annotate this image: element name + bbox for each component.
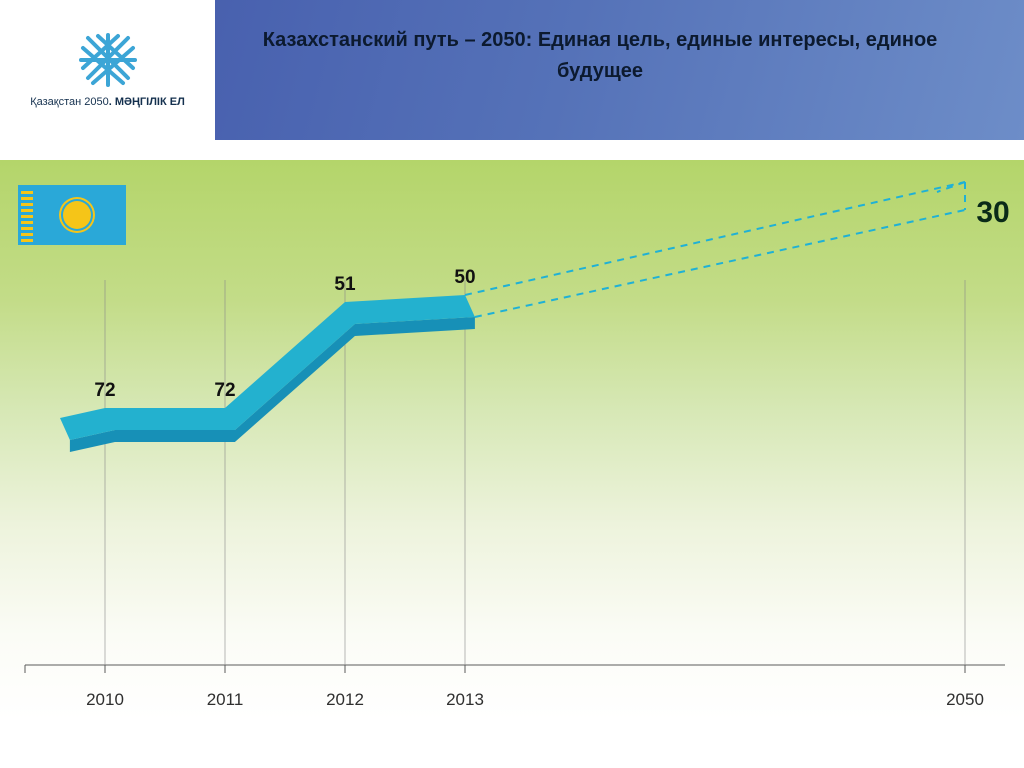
data-point-label: 51 [334,274,355,296]
slide: Қазақстан 2050. МӘҢГІЛІК ЕЛ Казахстански… [0,0,1024,768]
x-axis-label: 2012 [326,690,364,710]
data-point-label: 50 [454,267,475,289]
logo-text: Қазақстан 2050. МӘҢГІЛІК ЕЛ [30,96,185,108]
projection-label: 30 [976,196,1009,230]
chart-area: 2010 2011 2012 2013 2050 72 72 51 50 30 [0,160,1024,720]
page-title: Казахстанский путь – 2050: Единая цель, … [240,25,960,87]
x-axis-label: 2013 [446,690,484,710]
chart-svg [0,160,1024,720]
data-point-label: 72 [214,380,235,402]
x-axis-label: 2011 [207,690,244,710]
logo-text-bold: . МӘҢГІЛІК ЕЛ [109,96,185,108]
x-axis-label: 2010 [86,690,124,710]
x-axis-label: 2050 [946,690,984,710]
logo-ornament-icon [78,33,138,88]
logo-box: Қазақстан 2050. МӘҢГІЛІК ЕЛ [0,0,215,140]
logo-text-thin: Қазақстан 2050 [30,96,109,108]
data-point-label: 72 [94,380,115,402]
